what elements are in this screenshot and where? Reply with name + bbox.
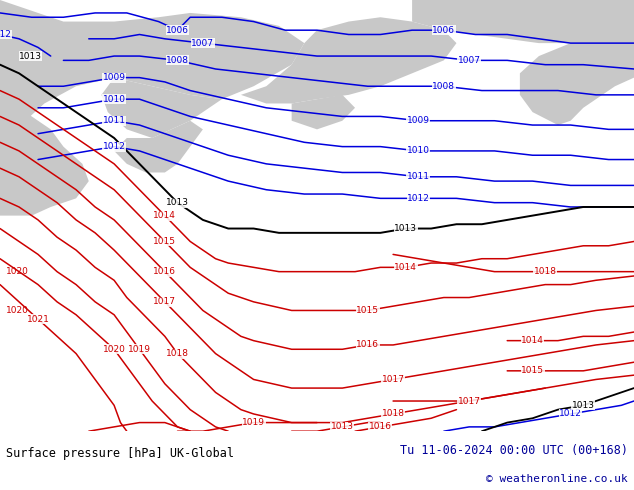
Text: 1016: 1016 bbox=[356, 341, 379, 349]
Text: 1007: 1007 bbox=[191, 39, 214, 48]
Text: 1017: 1017 bbox=[458, 396, 481, 406]
Text: 1012: 1012 bbox=[559, 410, 582, 418]
Text: 1012: 1012 bbox=[103, 142, 126, 151]
Text: 1013: 1013 bbox=[19, 51, 42, 61]
Text: 1017: 1017 bbox=[153, 297, 176, 306]
Text: 1013: 1013 bbox=[166, 198, 189, 207]
Text: 1012: 1012 bbox=[0, 30, 11, 39]
Text: 1014: 1014 bbox=[521, 336, 544, 345]
Polygon shape bbox=[0, 0, 89, 216]
Text: 1013: 1013 bbox=[572, 401, 595, 410]
Text: 1015: 1015 bbox=[521, 367, 544, 375]
Polygon shape bbox=[101, 77, 222, 138]
Polygon shape bbox=[241, 17, 456, 103]
Text: 1016: 1016 bbox=[369, 422, 392, 431]
Text: 1012: 1012 bbox=[407, 194, 430, 203]
Text: 1021: 1021 bbox=[27, 315, 49, 323]
Text: 1006: 1006 bbox=[166, 25, 189, 35]
Text: 1014: 1014 bbox=[394, 263, 417, 272]
Text: 1018: 1018 bbox=[382, 410, 404, 418]
Text: 1015: 1015 bbox=[153, 237, 176, 246]
Text: 1020: 1020 bbox=[6, 267, 29, 276]
Text: 1008: 1008 bbox=[432, 82, 455, 91]
Text: 1013: 1013 bbox=[331, 422, 354, 431]
Text: 1016: 1016 bbox=[153, 267, 176, 276]
Polygon shape bbox=[520, 43, 634, 125]
Text: 1015: 1015 bbox=[356, 306, 379, 315]
Text: 1020: 1020 bbox=[6, 306, 29, 315]
Text: 1008: 1008 bbox=[166, 56, 189, 65]
Text: 1011: 1011 bbox=[407, 172, 430, 181]
Text: 1009: 1009 bbox=[103, 73, 126, 82]
Text: 1014: 1014 bbox=[153, 211, 176, 220]
Text: Surface pressure [hPa] UK-Global: Surface pressure [hPa] UK-Global bbox=[6, 447, 235, 460]
Text: 1013: 1013 bbox=[394, 224, 417, 233]
Text: Tu 11-06-2024 00:00 UTC (00+168): Tu 11-06-2024 00:00 UTC (00+168) bbox=[399, 443, 628, 457]
Text: 1010: 1010 bbox=[407, 147, 430, 155]
Text: 1020: 1020 bbox=[103, 345, 126, 354]
Text: 1006: 1006 bbox=[432, 25, 455, 35]
Polygon shape bbox=[292, 95, 355, 129]
Text: 1007: 1007 bbox=[458, 56, 481, 65]
Text: 1009: 1009 bbox=[407, 116, 430, 125]
Text: 1019: 1019 bbox=[242, 418, 265, 427]
Polygon shape bbox=[0, 0, 304, 121]
Text: 1017: 1017 bbox=[382, 375, 404, 384]
Text: 1011: 1011 bbox=[103, 116, 126, 125]
Text: © weatheronline.co.uk: © weatheronline.co.uk bbox=[486, 474, 628, 485]
Polygon shape bbox=[412, 0, 634, 43]
Text: 1019: 1019 bbox=[128, 345, 151, 354]
Text: 1018: 1018 bbox=[534, 267, 557, 276]
Text: 1018: 1018 bbox=[166, 349, 189, 358]
Polygon shape bbox=[114, 121, 203, 172]
Text: 1010: 1010 bbox=[103, 95, 126, 104]
